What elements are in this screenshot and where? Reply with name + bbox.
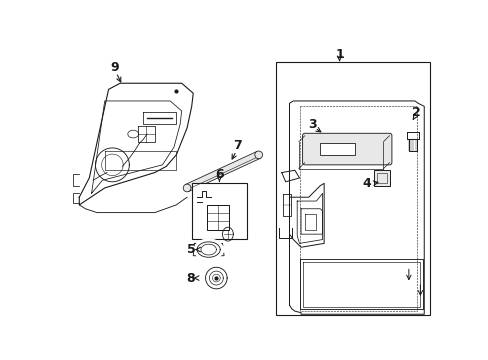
Text: 4: 4 bbox=[362, 177, 371, 190]
Text: 3: 3 bbox=[307, 118, 316, 131]
Circle shape bbox=[254, 151, 262, 159]
Circle shape bbox=[183, 184, 190, 192]
Bar bbox=[320, 143, 354, 155]
Bar bbox=[207, 205, 228, 230]
Text: 9: 9 bbox=[110, 61, 119, 74]
Text: 7: 7 bbox=[233, 139, 242, 152]
Text: 2: 2 bbox=[411, 106, 420, 119]
FancyBboxPatch shape bbox=[302, 133, 391, 165]
Text: 6: 6 bbox=[215, 168, 224, 181]
Bar bbox=[191, 183, 246, 239]
Bar bbox=[373, 170, 389, 186]
Bar bbox=[377, 173, 386, 183]
Bar bbox=[276, 62, 429, 315]
Text: 5: 5 bbox=[187, 243, 196, 256]
Text: 8: 8 bbox=[185, 271, 194, 284]
Text: 1: 1 bbox=[334, 48, 343, 61]
Polygon shape bbox=[185, 151, 260, 192]
